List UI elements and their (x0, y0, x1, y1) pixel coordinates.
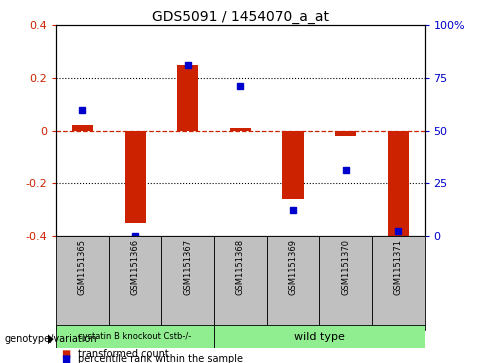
Bar (388, 131, 409, 236)
Bar (124, 131, 145, 223)
Bar (214, 236, 266, 330)
Bar (214, 325, 425, 348)
Bar (72, 126, 93, 131)
Title: GDS5091 / 1454070_a_at: GDS5091 / 1454070_a_at (152, 11, 329, 24)
Bar (266, 236, 319, 330)
Bar (56, 325, 214, 348)
Text: cystatin B knockout Cstb-/-: cystatin B knockout Cstb-/- (79, 332, 192, 341)
Text: GSM1151367: GSM1151367 (183, 239, 192, 295)
Text: GSM1151366: GSM1151366 (131, 239, 140, 295)
Bar (319, 236, 372, 330)
Text: genotype/variation: genotype/variation (5, 334, 98, 344)
Text: GSM1151368: GSM1151368 (236, 239, 245, 295)
Text: GSM1151369: GSM1151369 (288, 239, 298, 295)
Bar (177, 65, 198, 131)
Text: GSM1151365: GSM1151365 (78, 239, 87, 295)
Text: percentile rank within the sample: percentile rank within the sample (78, 354, 243, 363)
Text: ■: ■ (61, 354, 70, 363)
Text: wild type: wild type (294, 332, 345, 342)
Bar (283, 131, 304, 199)
Bar (372, 236, 425, 330)
Polygon shape (48, 334, 54, 344)
Text: ■: ■ (61, 348, 70, 359)
Text: GSM1151371: GSM1151371 (394, 239, 403, 295)
Text: transformed count: transformed count (78, 348, 169, 359)
Bar (335, 131, 356, 136)
Text: GSM1151370: GSM1151370 (341, 239, 350, 295)
Bar (109, 236, 162, 330)
Bar (162, 236, 214, 330)
Bar (230, 128, 251, 131)
Bar (56, 236, 109, 330)
